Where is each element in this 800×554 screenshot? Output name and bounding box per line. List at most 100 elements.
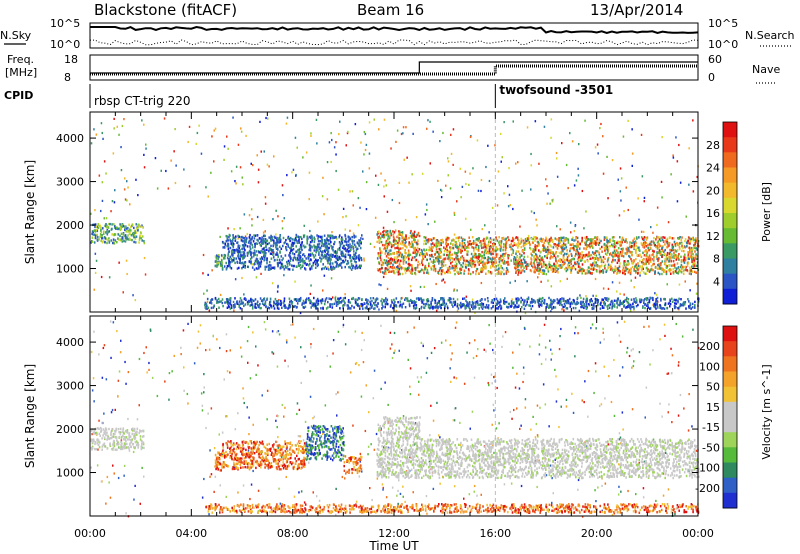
echo-cell (448, 256, 450, 259)
echo-cell (575, 253, 577, 256)
echo-cell (141, 239, 143, 242)
echo-cell (111, 223, 113, 226)
echo-cell (351, 256, 354, 259)
echo-cell (338, 234, 341, 237)
echo-cell (243, 213, 246, 216)
echo-cell (307, 255, 309, 258)
echo-cell (386, 263, 388, 267)
echo-cell (346, 132, 349, 135)
echo-cell (254, 253, 256, 256)
echo-cell (507, 260, 509, 264)
echo-cell (291, 241, 294, 244)
echo-cell (403, 243, 405, 247)
echo-cell (481, 267, 484, 270)
echo-cell (238, 246, 240, 249)
echo-cell (389, 262, 391, 265)
echo-cell (696, 175, 698, 179)
echo-cell (271, 282, 274, 285)
echo-cell (635, 248, 638, 251)
echo-cell (324, 265, 327, 269)
echo-cell (297, 262, 300, 265)
echo-cell (574, 224, 576, 228)
echo-cell (474, 311, 476, 314)
echo-cell (299, 245, 302, 249)
echo-cell (347, 239, 350, 243)
echo-cell (499, 249, 502, 252)
echo-cell (503, 243, 505, 246)
echo-cell (643, 200, 645, 203)
echo-cell (472, 271, 474, 274)
echo-cell (96, 229, 99, 233)
echo-cell (265, 240, 268, 243)
echo-cell (309, 249, 312, 252)
echo-cell (689, 302, 692, 305)
echo-cell (640, 261, 643, 264)
echo-cell (505, 246, 508, 249)
echo-cell (101, 131, 103, 135)
echo-cell (421, 263, 424, 267)
echo-cell (424, 249, 426, 253)
echo-cell (602, 287, 605, 290)
echo-cell (611, 281, 614, 284)
echo-cell (214, 260, 217, 263)
echo-cell (571, 140, 574, 143)
echo-cell (462, 297, 464, 300)
echo-cell (580, 296, 582, 299)
echo-cell (395, 267, 397, 271)
echo-cell (464, 170, 467, 173)
echo-cell (241, 244, 244, 247)
echo-cell (392, 230, 394, 233)
echo-cell (646, 266, 648, 270)
echo-cell (402, 236, 404, 239)
echo-cell (345, 243, 348, 246)
echo-cell (549, 252, 552, 255)
echo-cell (287, 259, 290, 263)
nsky-tick-top: 10^5 (50, 17, 80, 30)
echo-cell (591, 244, 593, 247)
echo-cell (529, 248, 532, 251)
echo-cell (525, 267, 528, 270)
echo-cell (390, 245, 393, 249)
echo-cell (411, 269, 414, 272)
echo-cell (433, 267, 435, 270)
echo-cell (438, 244, 441, 247)
echo-cell (242, 265, 245, 269)
echo-cell (143, 242, 146, 245)
echo-cell (344, 228, 347, 231)
echo-cell (688, 183, 690, 186)
echo-cell (622, 271, 624, 275)
echo-cell (132, 234, 135, 237)
echo-cell (480, 189, 482, 193)
echo-cell (209, 301, 211, 304)
echo-cell (661, 267, 663, 270)
echo-cell (230, 257, 232, 260)
echo-cell (326, 253, 328, 256)
echo-cell (369, 297, 372, 300)
echo-cell (388, 260, 390, 263)
echo-cell (241, 240, 244, 243)
echo-cell (358, 265, 360, 269)
echo-cell (536, 237, 538, 240)
echo-cell (397, 243, 399, 247)
echo-cell (453, 258, 456, 261)
echo-cell (359, 256, 361, 259)
echo-cell (388, 235, 391, 238)
echo-cell (408, 266, 410, 270)
echo-cell (256, 215, 259, 219)
echo-cell (333, 242, 335, 246)
echo-cell (313, 260, 316, 263)
echo-cell (555, 151, 558, 155)
echo-cell (596, 236, 599, 239)
echo-cell (397, 270, 400, 273)
echo-cell (408, 251, 410, 254)
echo-cell (411, 267, 413, 270)
echo-cell (387, 237, 389, 241)
echo-cell (99, 235, 101, 239)
echo-cell (621, 254, 623, 257)
echo-cell (413, 238, 415, 241)
echo-cell (386, 287, 389, 290)
echo-cell (253, 263, 255, 266)
echo-cell (478, 263, 480, 266)
echo-cell (465, 295, 468, 298)
echo-cell (492, 242, 494, 246)
